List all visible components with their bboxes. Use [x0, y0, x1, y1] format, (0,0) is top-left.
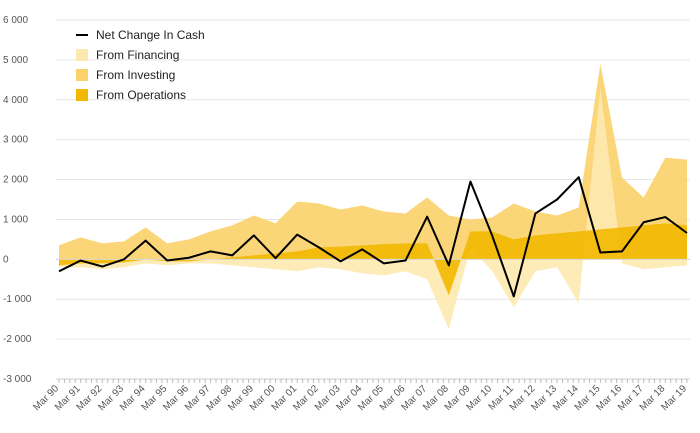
area-from-financing	[59, 87, 687, 330]
y-tick-label: 0	[3, 254, 9, 265]
area-series	[56, 63, 690, 330]
y-tick-label: 6 000	[3, 15, 28, 26]
area-from-investing	[59, 63, 687, 260]
y-tick-label: -2 000	[3, 334, 32, 345]
line-net-change-in-cash	[58, 176, 688, 298]
legend-swatch	[76, 69, 88, 81]
legend: Net Change In Cash From Financing From Inv…	[76, 28, 205, 102]
legend-swatch	[76, 49, 88, 61]
y-tick-label: -1 000	[3, 294, 32, 305]
legend-label: Net Change In Cash	[96, 28, 205, 42]
legend-label: From Financing	[96, 48, 179, 62]
legend-label: From Investing	[96, 68, 175, 82]
y-tick-label: 3 000	[3, 135, 28, 146]
y-tick-label: 2 000	[3, 175, 28, 186]
line-series	[58, 176, 688, 298]
y-axis-ticks: 6 000 5 000 4 000 3 000 2 000 1 000 0 -1 000 -2 …	[3, 15, 32, 385]
y-tick-label: 5 000	[3, 55, 28, 66]
legend-label: From Operations	[96, 88, 186, 102]
y-tick-label: -3 000	[3, 374, 32, 385]
y-tick-label: 4 000	[3, 95, 28, 106]
y-tick-label: 1 000	[3, 214, 28, 225]
legend-swatch	[76, 89, 88, 101]
